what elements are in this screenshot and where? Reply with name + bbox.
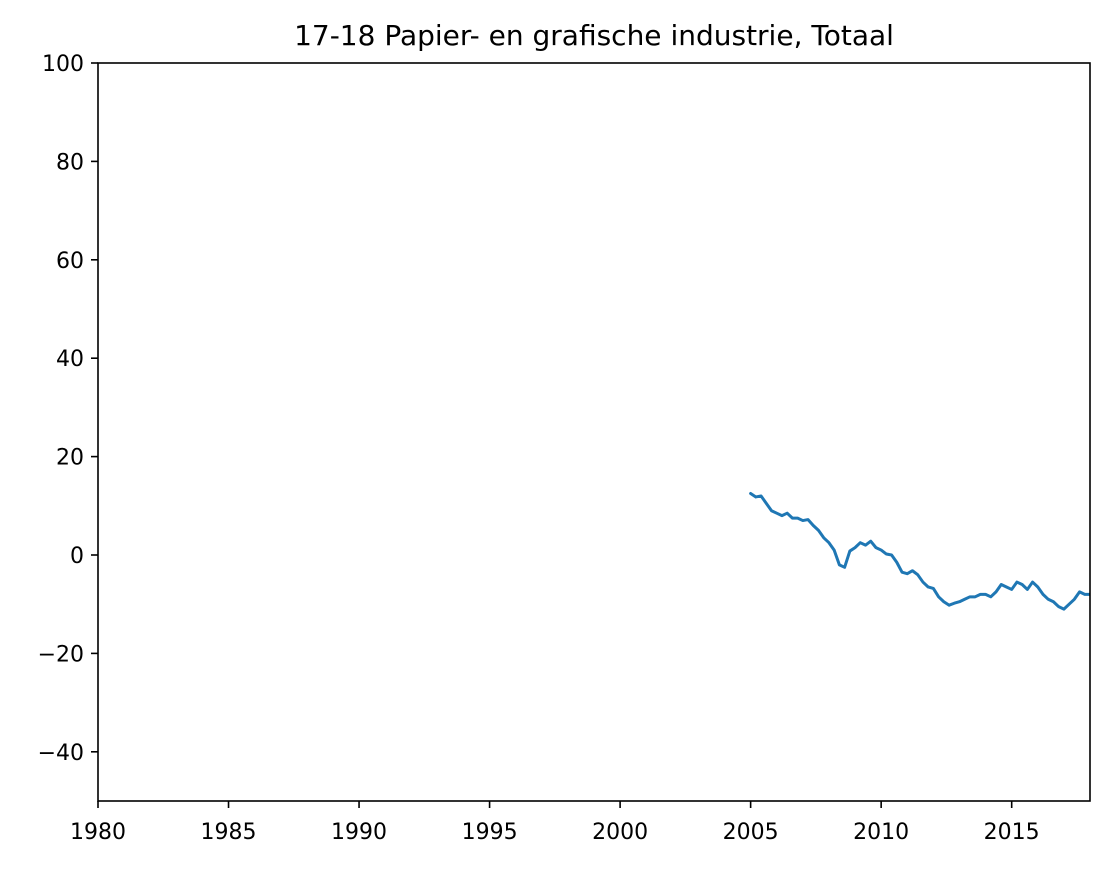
- y-tick-label: −40: [38, 741, 84, 766]
- axes-frame: [97, 62, 1091, 802]
- y-tick-label: −20: [38, 642, 84, 667]
- series-line: [749, 492, 1090, 611]
- x-tick-label: 1980: [70, 820, 126, 845]
- y-tick-label: 0: [70, 544, 84, 569]
- x-tick-label: 2015: [984, 820, 1040, 845]
- x-tick-label: 2000: [592, 820, 648, 845]
- y-tick-label: 80: [56, 150, 84, 175]
- series-layer: [749, 492, 1090, 611]
- x-tick-label: 2010: [853, 820, 909, 845]
- y-tick-label: 100: [42, 52, 84, 77]
- x-tick-label: 1990: [331, 820, 387, 845]
- y-tick-label: 20: [56, 446, 84, 471]
- x-tick-label: 2005: [723, 820, 779, 845]
- x-tick-label: 1995: [462, 820, 518, 845]
- ticks-layer: 1980 1985 1990 1995 2000 2005 2010 2015 −40 −20 0 2…: [38, 52, 1040, 845]
- y-tick-label: 40: [56, 347, 84, 372]
- chart-title: 17-18 Papier- en grafische industrie, To…: [294, 19, 894, 52]
- y-tick-label: 60: [56, 249, 84, 274]
- x-tick-label: 1985: [201, 820, 257, 845]
